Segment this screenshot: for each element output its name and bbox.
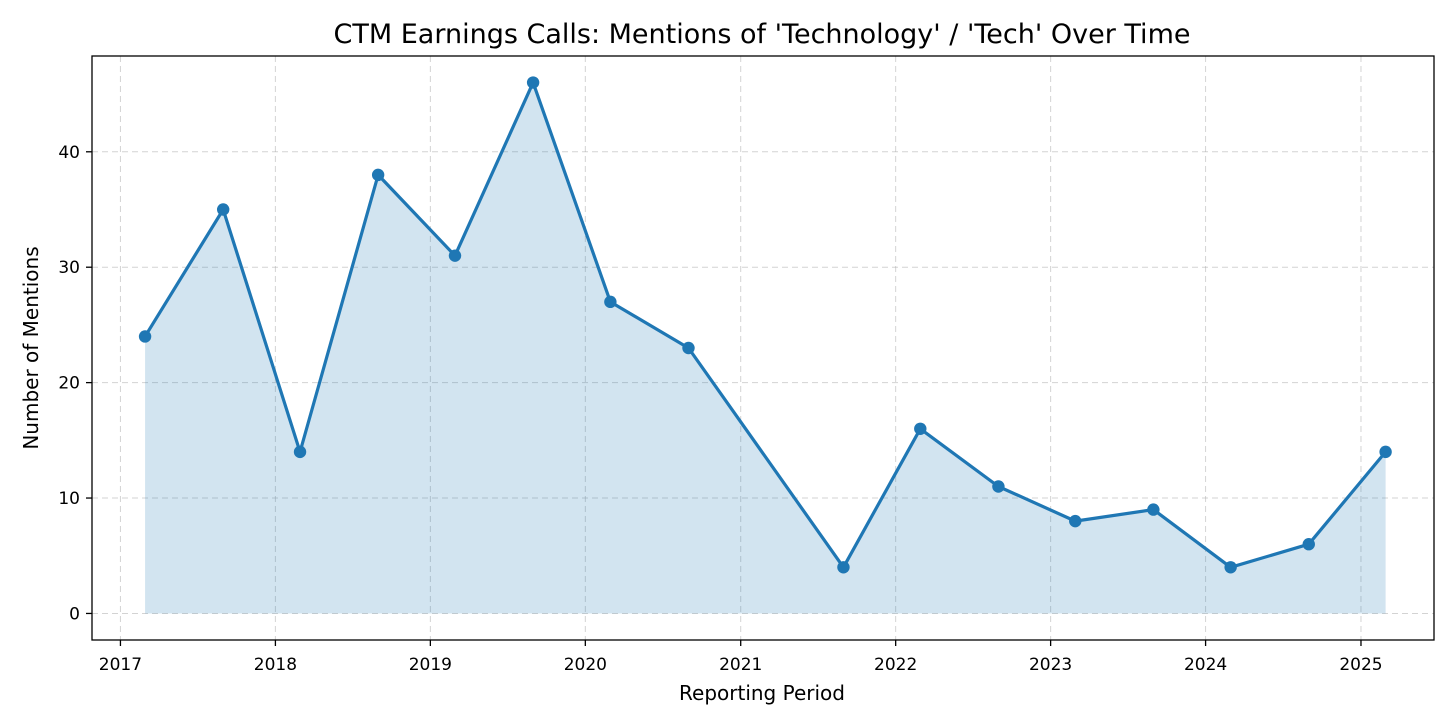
x-tick-label: 2020 bbox=[564, 655, 607, 675]
x-axis-ticks: 2017 2018 2019 2020 2021 2022 2023 2024 2025 bbox=[99, 640, 1383, 675]
y-axis-ticks: 0 10 20 30 40 bbox=[58, 143, 92, 624]
area-fill-group bbox=[145, 82, 1386, 614]
y-tick-label: 30 bbox=[58, 258, 80, 278]
data-point bbox=[682, 341, 695, 355]
x-tick-label: 2019 bbox=[409, 655, 452, 675]
x-tick-label: 2025 bbox=[1339, 655, 1382, 675]
x-tick-label: 2022 bbox=[874, 655, 917, 675]
data-point bbox=[1302, 538, 1315, 551]
data-point bbox=[293, 445, 307, 459]
x-tick-label: 2017 bbox=[99, 655, 142, 675]
data-point bbox=[216, 203, 230, 216]
series-line-group bbox=[143, 80, 1388, 569]
data-point bbox=[138, 330, 152, 343]
x-tick-label: 2018 bbox=[254, 655, 297, 675]
plot-frame bbox=[91, 55, 1435, 641]
data-point bbox=[604, 295, 617, 309]
y-tick-label: 20 bbox=[58, 374, 80, 394]
data-point bbox=[1069, 514, 1082, 528]
data-point bbox=[448, 249, 462, 262]
x-tick-label: 2023 bbox=[1029, 655, 1072, 675]
data-point bbox=[1379, 445, 1392, 459]
y-axis-label: Number of Mentions bbox=[19, 246, 43, 449]
x-tick-label: 2021 bbox=[719, 655, 762, 675]
chart-title: CTM Earnings Calls: Mentions of 'Technol… bbox=[334, 19, 1191, 50]
y-tick-label: 10 bbox=[58, 489, 80, 509]
y-tick-label: 0 bbox=[69, 604, 80, 624]
data-point bbox=[837, 561, 850, 574]
x-tick-label: 2024 bbox=[1184, 655, 1227, 675]
grid-lines bbox=[92, 56, 1434, 640]
data-point bbox=[526, 76, 540, 89]
data-point bbox=[371, 168, 385, 182]
data-point bbox=[992, 480, 1005, 493]
data-points-group bbox=[138, 76, 1392, 574]
series-area-fill bbox=[145, 82, 1386, 614]
series-line bbox=[143, 80, 1388, 569]
data-point bbox=[1224, 561, 1237, 574]
data-point bbox=[914, 422, 927, 435]
data-point bbox=[1147, 503, 1160, 516]
x-axis-label: Reporting Period bbox=[679, 681, 845, 705]
y-tick-label: 40 bbox=[58, 143, 80, 163]
